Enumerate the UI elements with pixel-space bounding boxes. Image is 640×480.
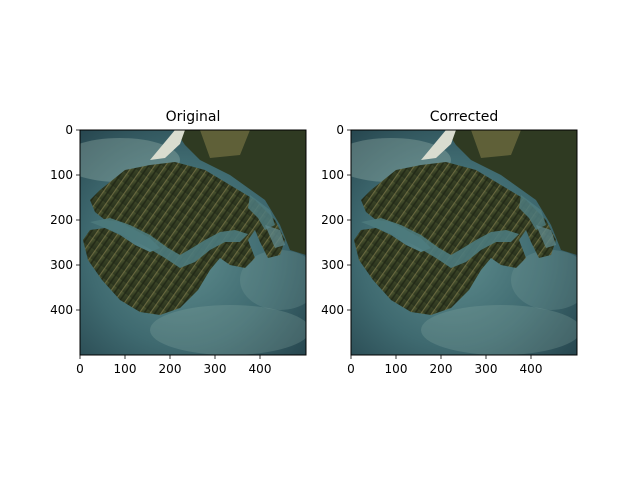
corrected-y-tick-label: 400	[321, 303, 344, 317]
original-y-tick-label: 0	[65, 123, 73, 137]
original-x-tick-label: 300	[204, 362, 227, 376]
panel-title-corrected: Corrected	[430, 109, 499, 125]
original-y-tick-label: 400	[50, 303, 73, 317]
original-x-tick-label: 400	[249, 362, 272, 376]
corrected-y-tick-label: 0	[336, 123, 344, 137]
corrected-y-tick-label: 200	[321, 213, 344, 227]
corrected-x-tick-label: 300	[475, 362, 498, 376]
original-y-tick-label: 300	[50, 258, 73, 272]
corrected-y-tick-label: 300	[321, 258, 344, 272]
original-x-tick-label: 100	[114, 362, 137, 376]
corrected-x-tick-label: 100	[385, 362, 408, 376]
original-axes-ticks: 0 100 200 300 400 0 100 200 300 400	[50, 123, 271, 376]
original-image	[80, 130, 306, 355]
corrected-image	[351, 130, 577, 355]
panel-title-original: Original	[166, 109, 221, 125]
corrected-x-tick-label: 0	[347, 362, 355, 376]
corrected-x-tick-label: 400	[520, 362, 543, 376]
corrected-axes-frame	[350, 129, 578, 356]
corrected-axes-ticks: 0 100 200 300 400 0 100 200 300 400	[321, 123, 542, 376]
corrected-y-tick-label: 100	[321, 168, 344, 182]
original-x-tick-label: 200	[159, 362, 182, 376]
original-y-tick-label: 200	[50, 213, 73, 227]
original-y-tick-label: 100	[50, 168, 73, 182]
corrected-x-tick-label: 200	[430, 362, 453, 376]
original-x-tick-label: 0	[76, 362, 84, 376]
original-axes-frame	[79, 129, 307, 356]
